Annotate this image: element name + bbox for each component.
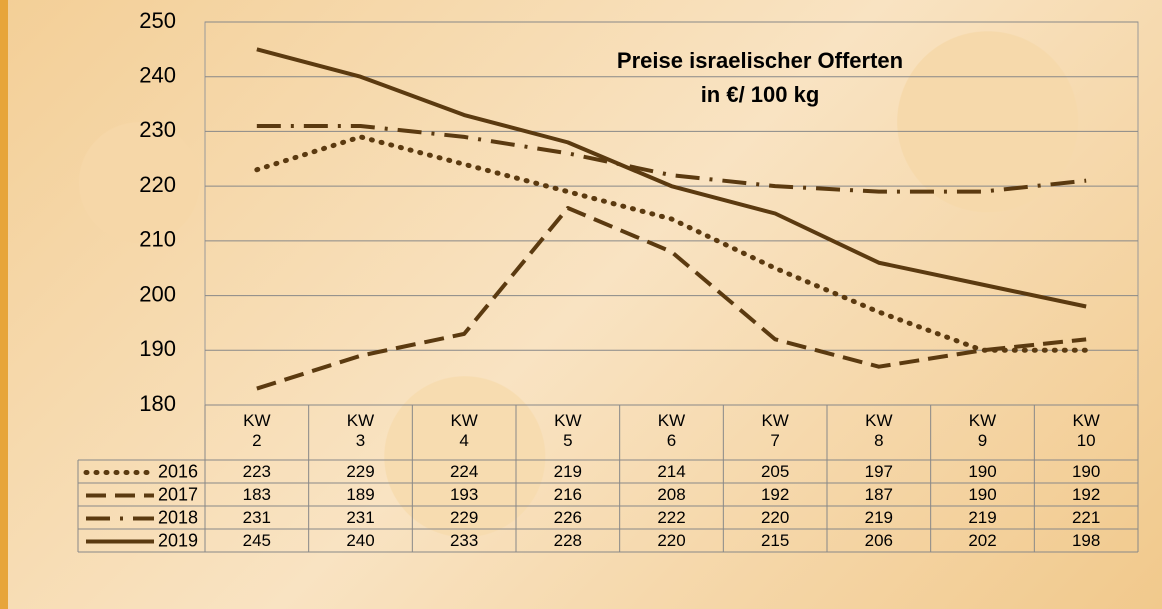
x-tick-label: KW 6 <box>657 411 686 450</box>
table-value: 214 <box>657 462 685 481</box>
line <box>254 134 1089 353</box>
table-value: 233 <box>450 531 478 550</box>
chart-subtitle: in €/ 100 kg <box>701 82 820 107</box>
table-value: 206 <box>865 531 893 550</box>
line <box>256 47 1087 309</box>
y-tick-label: 190 <box>139 336 176 361</box>
table-value: 220 <box>657 531 685 550</box>
table-value: 192 <box>761 485 789 504</box>
y-tick-label: 220 <box>139 172 176 197</box>
table-value: 215 <box>761 531 789 550</box>
table-value: 198 <box>1072 531 1100 550</box>
y-tick-label: 250 <box>139 8 176 33</box>
table-value: 245 <box>243 531 271 550</box>
x-tick-label: KW 4 <box>450 411 478 450</box>
x-tick-label: KW 10 <box>1072 411 1100 450</box>
table-value: 240 <box>346 531 374 550</box>
table-value: 193 <box>450 485 478 504</box>
table-value: 189 <box>346 485 374 504</box>
y-tick-label: 210 <box>139 227 176 252</box>
y-tick-label: 240 <box>139 63 176 88</box>
table-value: 224 <box>450 462 478 481</box>
x-tick-label: KW 3 <box>346 411 375 450</box>
legend-label: 2018 <box>158 507 198 527</box>
table-value: 228 <box>554 531 582 550</box>
table-value: 222 <box>657 508 685 527</box>
table-value: 221 <box>1072 508 1100 527</box>
table-value: 229 <box>346 462 374 481</box>
y-tick-label: 230 <box>139 117 176 142</box>
table-value: 190 <box>1072 462 1100 481</box>
chart-title: Preise israelischer Offerten <box>617 48 903 73</box>
table-value: 223 <box>243 462 271 481</box>
table-value: 208 <box>657 485 685 504</box>
table-value: 219 <box>554 462 582 481</box>
table-value: 219 <box>968 508 996 527</box>
table-value: 229 <box>450 508 478 527</box>
table-value: 190 <box>968 462 996 481</box>
table-value: 202 <box>968 531 996 550</box>
table-value: 231 <box>243 508 271 527</box>
table-value: 197 <box>865 462 893 481</box>
table-value: 220 <box>761 508 789 527</box>
y-tick-label: 200 <box>139 281 176 306</box>
table-value: 205 <box>761 462 789 481</box>
x-tick-label: KW 8 <box>865 411 893 450</box>
line <box>256 123 1087 194</box>
table-value: 187 <box>865 485 893 504</box>
x-tick-label: KW 9 <box>968 411 997 450</box>
x-tick-label: KW 5 <box>554 411 582 450</box>
legend-label: 2017 <box>158 484 198 504</box>
table-value: 226 <box>554 508 582 527</box>
legend-label: 2019 <box>158 530 198 550</box>
y-tick-label: 180 <box>139 391 176 416</box>
line <box>256 206 1087 391</box>
x-tick-label: KW 7 <box>761 411 789 450</box>
table-value: 192 <box>1072 485 1100 504</box>
table-value: 219 <box>865 508 893 527</box>
table-value: 183 <box>243 485 271 504</box>
table-value: 231 <box>346 508 374 527</box>
table-value: 216 <box>554 485 582 504</box>
legend-label: 2016 <box>158 461 198 481</box>
table-value: 190 <box>968 485 996 504</box>
x-tick-label: KW 2 <box>243 411 271 450</box>
